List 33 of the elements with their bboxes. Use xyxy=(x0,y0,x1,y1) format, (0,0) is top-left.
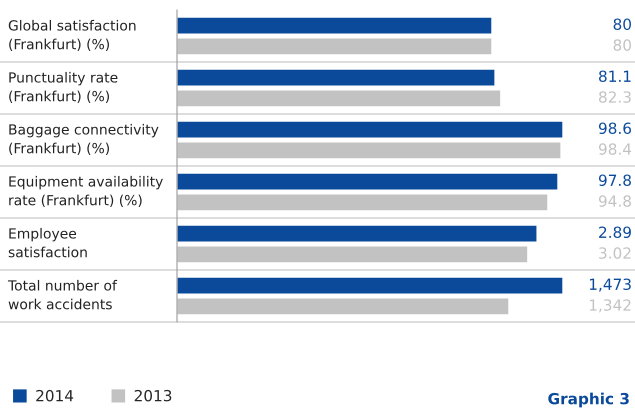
text: Graphic 3 xyxy=(548,392,629,408)
bar xyxy=(177,193,549,212)
legend-label: 2013 xyxy=(134,390,172,402)
text: 98.6 xyxy=(598,122,632,134)
bar xyxy=(177,120,563,139)
text: 81.1 xyxy=(599,70,631,82)
text: 82.3 xyxy=(599,91,631,103)
bar xyxy=(177,224,538,243)
text: 97.8 xyxy=(598,174,631,186)
bar xyxy=(177,245,529,264)
y-tick-label: Punctuality rate (Frankfurt) (%) xyxy=(9,72,118,104)
text: 1,473 xyxy=(590,278,631,292)
bar xyxy=(177,297,510,316)
text: 2.89 xyxy=(599,226,631,238)
text: 3.02 xyxy=(599,247,630,259)
text: 80 xyxy=(614,39,631,51)
y-tick-label: Total number of work accidents xyxy=(8,280,118,310)
bar xyxy=(177,141,562,160)
y-tick-label: Global satisfaction (Frankfurt) (%) xyxy=(8,20,136,52)
bar xyxy=(177,172,559,191)
legend-label: 2014 xyxy=(36,390,74,402)
text: 1,342 xyxy=(590,299,630,312)
text: 80 xyxy=(614,18,631,30)
bar xyxy=(177,89,502,108)
bar xyxy=(177,37,493,56)
y-tick-label: Employee satisfaction xyxy=(8,228,87,258)
y-tick-label: Equipment availability rate (Frankfurt) (%) xyxy=(9,176,163,208)
y-tick-label: Baggage connectivity (Frankfurt) (%) xyxy=(9,124,159,156)
bar xyxy=(177,16,493,35)
text: 98.4 xyxy=(598,143,632,155)
text: 94.8 xyxy=(598,195,631,207)
bar xyxy=(177,276,563,295)
bar xyxy=(177,68,496,87)
